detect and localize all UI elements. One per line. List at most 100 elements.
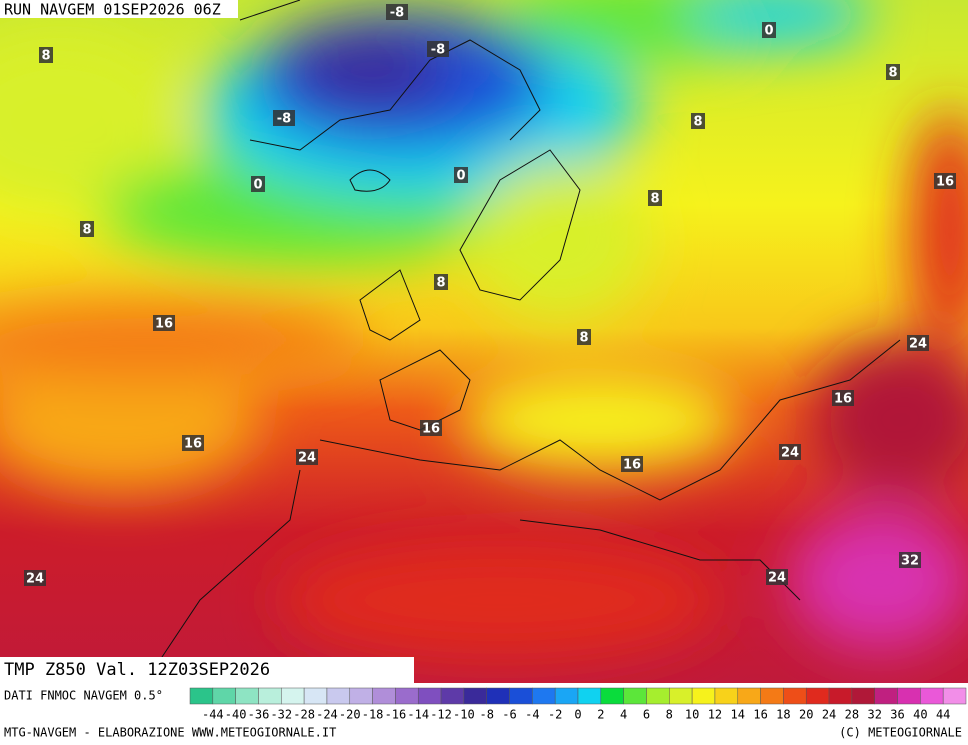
colorbar-label: -4 bbox=[525, 708, 539, 722]
contour-label: 16 bbox=[623, 458, 641, 473]
contour-label-box bbox=[420, 420, 442, 436]
coastlines bbox=[159, 0, 901, 661]
colorbar-swatch bbox=[486, 687, 510, 705]
footer-right: (C) METEOGIORNALE bbox=[839, 726, 962, 740]
header-box bbox=[0, 0, 238, 18]
colorbar-label: 0 bbox=[574, 708, 581, 722]
contour-label-box bbox=[779, 444, 801, 460]
colorbar-label: -36 bbox=[248, 708, 270, 722]
colorbar-swatch bbox=[897, 687, 921, 705]
colorbar-swatch bbox=[258, 687, 282, 705]
colorbar-label: 28 bbox=[845, 708, 859, 722]
contour-label-box bbox=[153, 315, 175, 331]
contour-label: -8 bbox=[390, 6, 404, 21]
contour-label: 8 bbox=[41, 49, 50, 64]
contour-label-box bbox=[386, 4, 408, 20]
contour-label-box bbox=[766, 569, 788, 585]
contour-label-box bbox=[24, 570, 46, 586]
map bbox=[0, 0, 968, 683]
contour-label: 24 bbox=[768, 571, 786, 586]
colorbar-label: 16 bbox=[753, 708, 767, 722]
colorbar-label: -44 bbox=[202, 708, 224, 722]
colorbar-label: 44 bbox=[936, 708, 950, 722]
colorbar-swatch bbox=[372, 687, 396, 705]
contour-label: 8 bbox=[693, 115, 702, 130]
colorbar-swatch bbox=[874, 687, 898, 705]
contour-label: -8 bbox=[277, 112, 291, 127]
colorbar-swatch bbox=[691, 687, 716, 705]
colorbar-label: -2 bbox=[548, 708, 562, 722]
run-title: RUN NAVGEM 01SEP2026 06Z bbox=[4, 1, 221, 19]
colorbar-swatch bbox=[577, 687, 602, 705]
contour-label-box bbox=[886, 64, 900, 80]
contour-label: 16 bbox=[834, 392, 852, 407]
colorbar-swatch bbox=[326, 687, 351, 705]
colorbar-label: -20 bbox=[339, 708, 361, 722]
colorbar-swatch bbox=[509, 687, 533, 705]
contour-label-box bbox=[934, 173, 956, 189]
colorbar-swatch bbox=[783, 687, 807, 705]
contour-label: 16 bbox=[184, 437, 202, 452]
contour-label: 24 bbox=[298, 451, 316, 466]
contour-label: 0 bbox=[764, 24, 773, 39]
colorbar-label: 14 bbox=[731, 708, 745, 722]
contour-label-box bbox=[296, 449, 318, 465]
colorbar-swatch bbox=[623, 687, 647, 705]
colorbar-swatch bbox=[281, 687, 305, 705]
contour-label: 0 bbox=[456, 169, 465, 184]
contour-label-box bbox=[648, 190, 662, 206]
colorbar-label: -28 bbox=[293, 708, 315, 722]
contour-label: 8 bbox=[82, 223, 91, 238]
colorbar-label: 12 bbox=[708, 708, 722, 722]
colorbar-swatch bbox=[942, 687, 967, 705]
footer-left: MTG-NAVGEM - ELABORAZIONE WWW.METEOGIORN… bbox=[4, 726, 336, 740]
colorbar-label: 32 bbox=[867, 708, 881, 722]
contour-label-box bbox=[39, 47, 53, 63]
contour-label-box bbox=[273, 110, 295, 126]
contour-label-box bbox=[251, 176, 265, 192]
colorbar-swatch bbox=[737, 687, 761, 705]
colorbar-label: -18 bbox=[362, 708, 384, 722]
contour-label-box bbox=[434, 274, 448, 290]
colorbar-swatch bbox=[760, 687, 784, 705]
contour-label: -8 bbox=[431, 43, 445, 58]
colorbar-label: -14 bbox=[407, 708, 429, 722]
colorbar-swatch bbox=[463, 687, 487, 705]
colorbar-swatch bbox=[600, 687, 624, 705]
colorbar-label: 10 bbox=[685, 708, 699, 722]
colorbar-label: -10 bbox=[453, 708, 475, 722]
colorbar-label: 8 bbox=[666, 708, 673, 722]
contour-label: 16 bbox=[155, 317, 173, 332]
colorbar-swatch bbox=[349, 687, 373, 705]
colorbar-label: 2 bbox=[597, 708, 604, 722]
colorbar-label: 18 bbox=[776, 708, 790, 722]
contour-label: 16 bbox=[936, 175, 954, 190]
contour-label-box bbox=[454, 167, 468, 183]
contour-label-box bbox=[182, 435, 204, 451]
contour-label-box bbox=[899, 552, 921, 568]
colorbar-label: 36 bbox=[890, 708, 904, 722]
colorbar-swatch bbox=[554, 687, 579, 705]
colorbar-swatch bbox=[828, 687, 853, 705]
colorbar-label: 40 bbox=[913, 708, 927, 722]
colorbar-swatch bbox=[532, 687, 556, 705]
colorbar-label: -24 bbox=[316, 708, 338, 722]
contour-label: 24 bbox=[26, 572, 44, 587]
contour-label: 0 bbox=[253, 178, 262, 193]
field-title: TMP Z850 Val. 12Z03SEP2026 bbox=[4, 660, 270, 680]
contour-label-box bbox=[577, 329, 591, 345]
colorbar-label: 6 bbox=[643, 708, 650, 722]
colorbar-swatch bbox=[189, 687, 214, 705]
contour-label: 8 bbox=[436, 276, 445, 291]
contour-label-box bbox=[762, 22, 776, 38]
colorbar-swatch bbox=[805, 687, 830, 705]
colorbar-label: 4 bbox=[620, 708, 627, 722]
colorbar-swatch bbox=[303, 687, 328, 705]
contour-label: 24 bbox=[909, 337, 927, 352]
source-label: DATI FNMOC NAVGEM 0.5° bbox=[4, 689, 163, 703]
field-box bbox=[0, 657, 414, 683]
colorbar-swatch bbox=[714, 687, 739, 705]
contour-label: 24 bbox=[781, 446, 799, 461]
contour-label-box bbox=[832, 390, 854, 406]
